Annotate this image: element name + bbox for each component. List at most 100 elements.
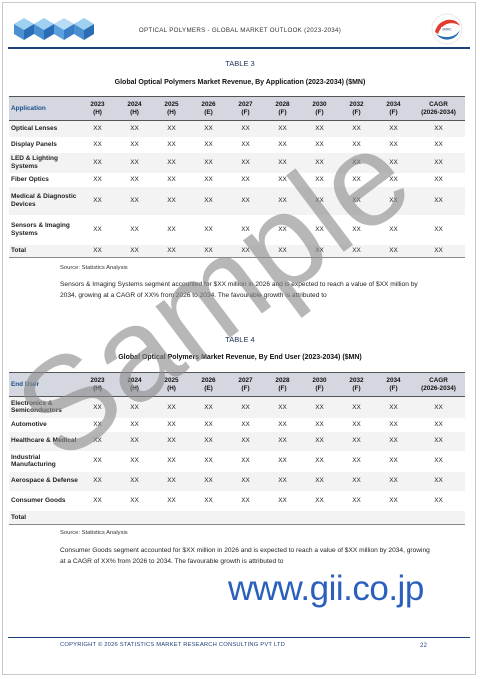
table-row: Automotive XX XX XX XX XX XX XX XX XX XX [9, 417, 465, 432]
cell-value: XX [338, 120, 375, 137]
cell-value: XX [412, 490, 465, 511]
column-header-year: 2025 [164, 376, 179, 384]
column-header-year: CAGR [429, 100, 448, 108]
cell-value: XX [116, 172, 153, 187]
column-header-tag: (H) [130, 108, 139, 116]
column-header: CAGR (2026-2034) [412, 372, 465, 397]
cell-value: XX [301, 172, 338, 187]
cell-value: XX [227, 244, 264, 258]
column-header-year: 2034 [386, 376, 401, 384]
table-row: Fiber Optics XX XX XX XX XX XX XX XX XX XX [9, 172, 465, 187]
cell-value: XX [301, 417, 338, 432]
cell-value: XX [412, 214, 465, 245]
cell-value: XX [227, 186, 264, 215]
table-row: Medical & Diagnostic Devices XX XX XX XX XX XX… [9, 186, 465, 215]
cell-value: XX [190, 431, 227, 451]
cubes-logo-icon [14, 18, 94, 40]
cell-value: XX [338, 490, 375, 511]
cell-value: XX [79, 450, 116, 472]
column-header-tag: (F) [278, 108, 287, 116]
cell-value: XX [338, 417, 375, 432]
cell-value: XX [412, 450, 465, 472]
cell-value: XX [153, 490, 190, 511]
cell-value: XX [264, 450, 301, 472]
cell-value: XX [375, 396, 412, 418]
table-row: Optical Lenses XX XX XX XX XX XX XX XX XX XX [9, 120, 465, 137]
cell-value: XX [412, 172, 465, 187]
cell-value: XX [227, 471, 264, 491]
column-header: 2025 (H) [153, 96, 190, 121]
cell-value [116, 510, 153, 525]
column-header-tag: (H) [93, 384, 102, 392]
cell-value: XX [190, 120, 227, 137]
cell-value: XX [153, 136, 190, 153]
column-header: 2032 (F) [338, 372, 375, 397]
cell-value: XX [338, 152, 375, 173]
table-row: Consumer Goods XX XX XX XX XX XX XX XX XX XX [9, 490, 465, 511]
column-header: CAGR (2026-2034) [412, 96, 465, 121]
cell-value: XX [190, 417, 227, 432]
cell-value: XX [264, 214, 301, 245]
cell-value: XX [375, 431, 412, 451]
cell-value: XX [338, 244, 375, 258]
cell-value: XX [79, 244, 116, 258]
column-header-tag: (E) [204, 108, 213, 116]
cell-value: XX [375, 120, 412, 137]
cell-value [301, 510, 338, 525]
column-header: 2028 (F) [264, 372, 301, 397]
cell-value: XX [338, 450, 375, 472]
row-label: Total [9, 244, 79, 258]
cell-value: XX [412, 431, 465, 451]
table-total-row: Total [9, 510, 465, 525]
cell-value: XX [264, 471, 301, 491]
cell-value: XX [153, 431, 190, 451]
row-label: Optical Lenses [9, 120, 79, 137]
cell-value: XX [412, 186, 465, 215]
cell-value: XX [338, 214, 375, 245]
row-label: Industrial Manufacturing [9, 450, 79, 472]
column-header: 2023 (H) [79, 372, 116, 397]
cell-value [375, 510, 412, 525]
svg-text:SMRC: SMRC [442, 27, 452, 31]
cell-value: XX [412, 396, 465, 418]
column-header-year: 2025 [164, 100, 179, 108]
cell-value: XX [264, 244, 301, 258]
cell-value: XX [264, 186, 301, 215]
cell-value: XX [412, 471, 465, 491]
cell-value: XX [375, 244, 412, 258]
row-label: Fiber Optics [9, 172, 79, 187]
table-3-title: Global Optical Polymers Market Revenue, … [114, 79, 366, 86]
row-label: LED & Lighting Systems [9, 152, 79, 173]
column-header-tag: (F) [352, 108, 361, 116]
cell-value: XX [301, 186, 338, 215]
gii-watermark-url: www.gii.co.jp [228, 569, 424, 608]
column-header-tag: (E) [204, 384, 213, 392]
cell-value: XX [375, 214, 412, 245]
cell-value: XX [116, 152, 153, 173]
cell-value: XX [79, 396, 116, 418]
column-header-year: 2030 [312, 376, 327, 384]
row-label: Automotive [9, 417, 79, 432]
cell-value: XX [79, 172, 116, 187]
table-3-source: Source: Statistics Analysis [60, 265, 128, 271]
column-header-tag: (F) [241, 384, 250, 392]
cell-value: XX [227, 396, 264, 418]
cell-value: XX [116, 120, 153, 137]
column-header-year: CAGR [429, 376, 448, 384]
column-header-year: 2032 [349, 376, 364, 384]
table-4: End User 2023 (H) 2024 (H) 2025 (H) 2026 (E) 2027… [9, 372, 465, 525]
column-header: 2028 (F) [264, 96, 301, 121]
column-header-tag: (F) [352, 384, 361, 392]
cell-value: XX [375, 490, 412, 511]
cell-value: XX [79, 214, 116, 245]
cell-value: XX [190, 172, 227, 187]
column-header-tag: (H) [167, 108, 176, 116]
cell-value: XX [153, 214, 190, 245]
column-header-first: End User [9, 372, 79, 397]
cell-value: XX [264, 396, 301, 418]
cell-value: XX [412, 136, 465, 153]
table-row: Electronics & Semiconductors XX XX XX XX XX XX… [9, 396, 465, 418]
cell-value: XX [227, 152, 264, 173]
column-header-tag: (F) [241, 108, 250, 116]
cell-value: XX [301, 471, 338, 491]
